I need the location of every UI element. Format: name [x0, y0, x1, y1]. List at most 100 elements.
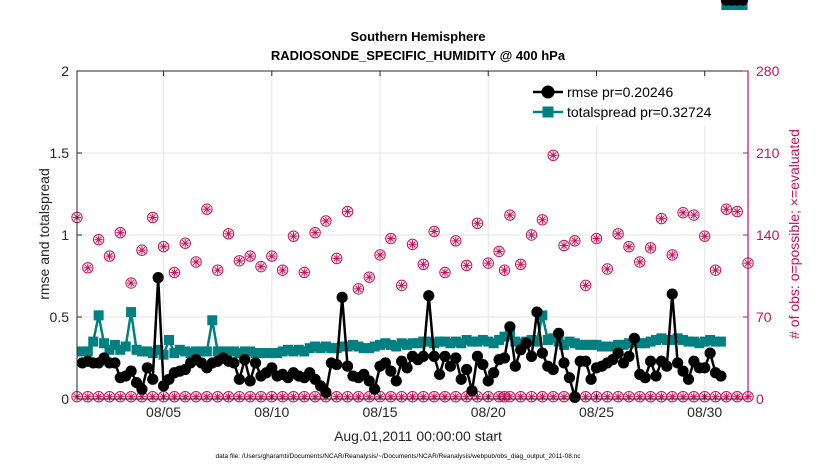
totalspread-point [423, 336, 434, 347]
obs-evaluated-point [332, 254, 341, 263]
totalspread-point [201, 346, 212, 357]
rmse-point [580, 355, 592, 367]
totalspread-point [212, 346, 223, 357]
obs-evaluated-stroke [95, 236, 102, 244]
totalspread-point [293, 344, 304, 355]
obs-evaluated-point [711, 265, 720, 275]
rmse-point [612, 347, 624, 359]
obs-evaluated-point [386, 392, 396, 401]
x-tick-label: 08/15 [363, 404, 398, 420]
obs-evaluated-stroke [279, 266, 286, 274]
obs-evaluated-point [105, 392, 114, 401]
obs-possible-point [331, 252, 343, 265]
x-tick-label: 08/05 [146, 404, 181, 420]
obs-evaluated-point [126, 278, 136, 288]
obs-evaluated-stroke [225, 230, 232, 238]
obs-possible-point [590, 232, 603, 245]
obs-evaluated-stroke [701, 232, 709, 240]
obs-evaluated-stroke [236, 257, 243, 265]
obs-evaluated-point [94, 235, 103, 244]
obs-evaluated-stroke [517, 260, 525, 268]
obs-evaluated-stroke [560, 242, 568, 249]
obs-evaluated-point [289, 231, 298, 241]
totalspread-point [223, 346, 234, 357]
chart-title: Southern Hemisphere [350, 29, 485, 44]
obs-possible-point [450, 235, 462, 247]
obs-evaluated-point [538, 392, 547, 401]
totalspread-point [672, 333, 683, 344]
rmse-point [152, 272, 164, 284]
obs-evaluated-stroke [528, 231, 535, 239]
obs-evaluated-point [646, 243, 655, 253]
obs-evaluated-stroke [387, 235, 395, 242]
rmse-point [531, 306, 543, 318]
obs-possible-point [709, 264, 722, 276]
totalspread-point [255, 348, 266, 359]
totalspread-point [445, 338, 456, 349]
obs-evaluated-point [505, 210, 515, 220]
obs-evaluated-stroke [474, 219, 481, 227]
obs-possible-point [493, 245, 505, 258]
obs-possible-point [168, 266, 181, 279]
obs-evaluated-point [170, 392, 179, 401]
legend-rmse-marker [541, 85, 555, 99]
totalspread-point [510, 336, 521, 347]
totalspread-point [250, 348, 261, 359]
obs-possible-point [569, 235, 581, 247]
obs-evaluated-stroke [419, 260, 427, 268]
rmse-point [444, 360, 456, 372]
obs-evaluated-point [581, 281, 590, 290]
obs-evaluated-stroke [84, 264, 92, 272]
obs-evaluated-point [559, 241, 569, 250]
totalspread-point [623, 338, 634, 349]
totalspread-point [575, 339, 586, 350]
totalspread-point [569, 338, 580, 349]
rmse-point [341, 360, 354, 372]
obs-possible-point [504, 209, 516, 221]
totalspread-point [472, 336, 483, 347]
obs-evaluated-stroke [311, 229, 319, 236]
obs-evaluated-point [678, 208, 688, 217]
rmse-point [699, 362, 711, 374]
totalspread-point [434, 336, 445, 347]
y-tick-label-left: 1 [61, 227, 69, 243]
rmse-point [488, 367, 500, 379]
totalspread-point [326, 343, 337, 354]
totalspread-point [174, 344, 185, 355]
totalspread-point [559, 339, 570, 350]
obs-evaluated-stroke [679, 209, 687, 217]
obs-evaluated-stroke [495, 248, 503, 255]
rmse-point [455, 373, 467, 385]
totalspread-point [656, 333, 667, 344]
totalspread-point [142, 346, 153, 357]
obs-evaluated-point [235, 256, 244, 265]
obs-evaluated-point [646, 392, 655, 401]
obs-possible-point [655, 212, 668, 225]
totalspread-point [353, 341, 364, 352]
obs-evaluated-point [83, 392, 93, 401]
obs-evaluated-stroke [376, 251, 384, 259]
obs-evaluated-point [678, 392, 688, 401]
obs-evaluated-point [300, 268, 309, 277]
totalspread-point [82, 346, 93, 357]
obs-possible-point [720, 203, 733, 215]
obs-possible-point [287, 230, 300, 242]
rmse-point [417, 350, 429, 362]
obs-evaluated-point [245, 392, 255, 401]
totalspread-point [531, 336, 542, 347]
rmse-point [385, 365, 397, 377]
obs-evaluated-point [278, 392, 287, 401]
obs-evaluated-point [494, 247, 504, 256]
obs-evaluated-point [722, 392, 731, 401]
obs-evaluated-stroke [257, 263, 265, 270]
obs-evaluated-point [732, 392, 742, 401]
totalspread-point [245, 346, 256, 357]
obs-evaluated-point [256, 262, 266, 271]
obs-possible-point [623, 241, 635, 253]
obs-possible-point [644, 242, 657, 254]
obs-evaluated-point [289, 392, 298, 401]
y-tick-label-left: 1.5 [50, 145, 70, 161]
obs-possible-point [82, 262, 94, 274]
obs-evaluated-point [397, 392, 406, 401]
totalspread-point [153, 344, 164, 355]
